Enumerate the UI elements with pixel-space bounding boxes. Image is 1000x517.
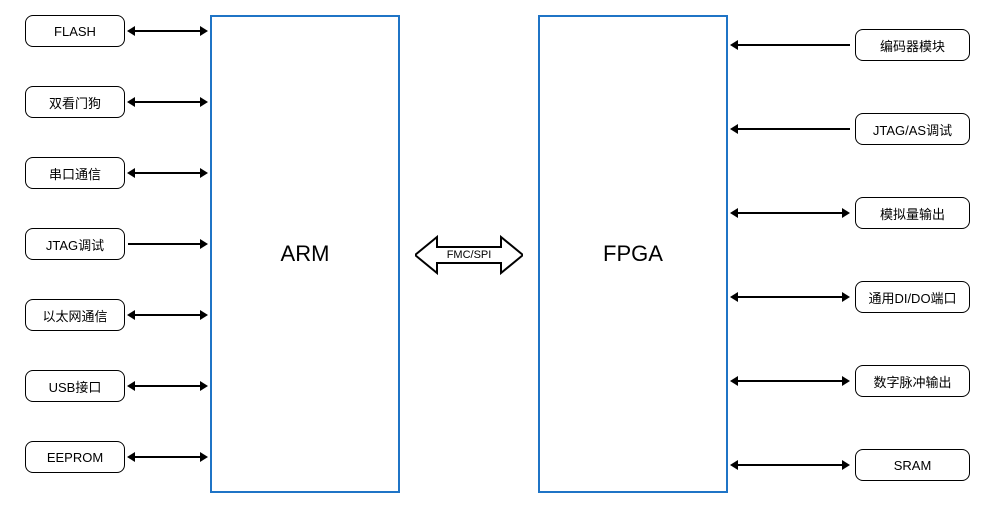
arrow-encoder bbox=[738, 44, 850, 46]
arrow-usb bbox=[135, 385, 200, 387]
block-label: 编码器模块 bbox=[880, 36, 945, 55]
block-dido: 通用DI/DO端口 bbox=[855, 281, 970, 313]
arrow-flash bbox=[135, 30, 200, 32]
arrow-dido bbox=[738, 296, 842, 298]
block-ethernet: 以太网通信 bbox=[25, 299, 125, 331]
arrow-ethernet bbox=[135, 314, 200, 316]
block-label: ARM bbox=[281, 241, 330, 267]
block-usb: USB接口 bbox=[25, 370, 125, 402]
block-flash: FLASH bbox=[25, 15, 125, 47]
block-analog-out: 模拟量输出 bbox=[855, 197, 970, 229]
block-label: JTAG调试 bbox=[46, 235, 104, 254]
block-label: 数字脉冲输出 bbox=[873, 372, 951, 391]
arrow-sram bbox=[738, 464, 842, 466]
block-label: 模拟量输出 bbox=[880, 204, 945, 223]
block-label: USB接口 bbox=[49, 377, 102, 396]
arrow-pulse bbox=[738, 380, 842, 382]
block-label: 通用DI/DO端口 bbox=[868, 288, 956, 307]
arrow-jtag-arm bbox=[128, 243, 200, 245]
block-uart: 串口通信 bbox=[25, 157, 125, 189]
block-label: JTAG/AS调试 bbox=[873, 120, 952, 139]
block-label: 以太网通信 bbox=[42, 306, 107, 325]
block-sram: SRAM bbox=[855, 449, 970, 481]
block-jtag-arm: JTAG调试 bbox=[25, 228, 125, 260]
block-eeprom: EEPROM bbox=[25, 441, 125, 473]
block-label: FLASH bbox=[54, 24, 96, 39]
arrow-analog bbox=[738, 212, 842, 214]
block-label: EEPROM bbox=[47, 450, 103, 465]
block-label: 串口通信 bbox=[49, 164, 101, 183]
block-label: FPGA bbox=[603, 241, 663, 267]
block-arm: ARM bbox=[210, 15, 400, 493]
block-encoder: 编码器模块 bbox=[855, 29, 970, 61]
arrow-watchdog bbox=[135, 101, 200, 103]
block-fpga: FPGA bbox=[538, 15, 728, 493]
arrow-bus-fmc-spi: FMC/SPI bbox=[415, 225, 523, 285]
bus-label: FMC/SPI bbox=[415, 249, 523, 261]
block-watchdog: 双看门狗 bbox=[25, 86, 125, 118]
arrow-eeprom bbox=[135, 456, 200, 458]
block-jtag-as: JTAG/AS调试 bbox=[855, 113, 970, 145]
arrow-uart bbox=[135, 172, 200, 174]
arrow-jtag-fpga bbox=[738, 128, 850, 130]
block-label: 双看门狗 bbox=[49, 93, 101, 112]
block-label: SRAM bbox=[894, 458, 932, 473]
block-pulse-out: 数字脉冲输出 bbox=[855, 365, 970, 397]
